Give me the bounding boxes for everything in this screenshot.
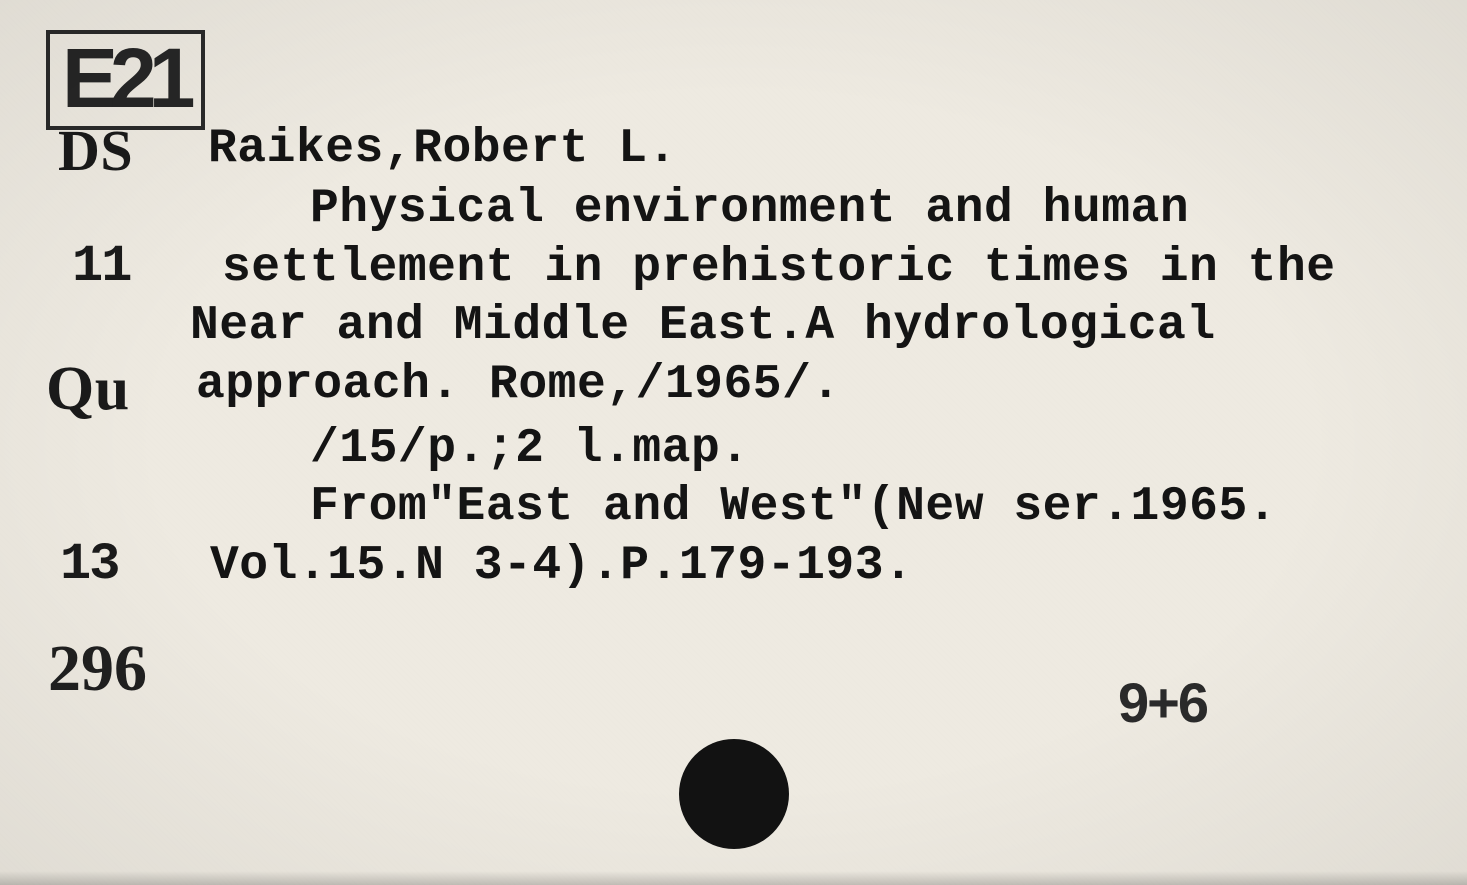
title-line-2: settlement in prehistoric times in the <box>222 239 1427 298</box>
punch-hole <box>679 739 789 849</box>
bottom-refs: 296 <box>40 631 1427 707</box>
author-line: Raikes,Robert L. <box>208 120 1427 179</box>
row-title-2: 11 settlement in prehistoric times in th… <box>40 239 1427 298</box>
call-number-part-1: DS <box>40 120 208 180</box>
note-line-2: Vol.15.N 3-4).P.179-193. <box>210 537 1427 596</box>
row-collation: /15/p.;2 l.map. <box>40 420 1427 479</box>
row-note-1: From"East and West"(New ser.1965. <box>40 478 1427 537</box>
row-imprint: Qu approach. Rome,/1965/. <box>40 356 1427 420</box>
title-line-1: Physical environment and human <box>190 180 1427 239</box>
call-number-part-4: 13 <box>40 537 210 591</box>
row-title-1: Physical environment and human <box>40 180 1427 239</box>
title-line-3: Near and Middle East.A hydrological <box>190 297 1427 356</box>
left-spacer-4 <box>40 478 190 480</box>
row-note-2: 13 Vol.15.N 3-4).P.179-193. <box>40 537 1427 596</box>
left-spacer-1 <box>40 180 190 182</box>
bottom-edge-shadow <box>0 871 1467 885</box>
note-line-1: From"East and West"(New ser.1965. <box>190 478 1427 537</box>
catalog-card: E21 DS Raikes,Robert L. Physical environ… <box>0 0 1467 885</box>
classification-code: E21 <box>62 31 187 125</box>
call-number-part-3: Qu <box>40 356 196 420</box>
catalog-entry: DS Raikes,Robert L. Physical environment… <box>40 120 1427 595</box>
bottom-right-number: 9+6 <box>1118 670 1207 735</box>
bottom-left-number: 296 <box>48 631 1427 707</box>
row-title-3: Near and Middle East.A hydrological <box>40 297 1427 356</box>
row-author: DS Raikes,Robert L. <box>40 120 1427 180</box>
classification-code-box: E21 <box>46 30 205 130</box>
collation-line: /15/p.;2 l.map. <box>190 420 1427 479</box>
imprint-line: approach. Rome,/1965/. <box>196 356 1427 415</box>
call-number-part-2: 11 <box>40 239 222 293</box>
top-row: E21 <box>40 30 1427 130</box>
left-spacer-3 <box>40 420 190 422</box>
left-spacer-2 <box>40 297 190 299</box>
